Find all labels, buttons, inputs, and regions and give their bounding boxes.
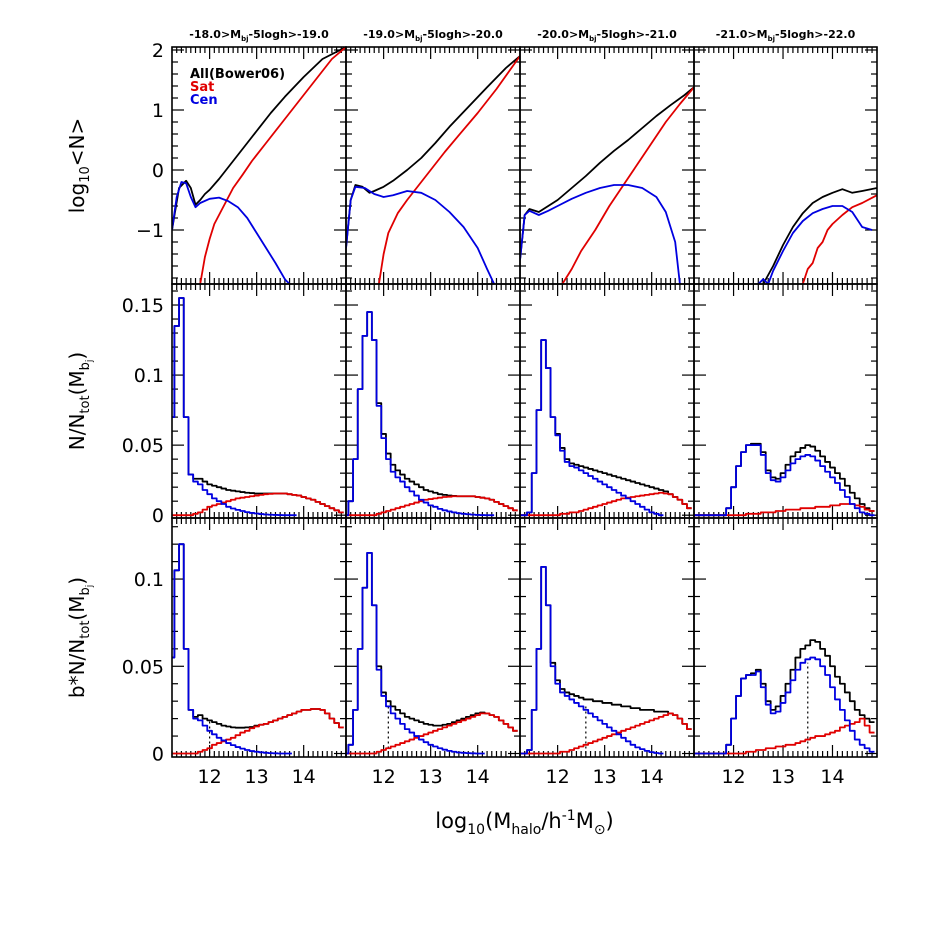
- x-tick-label: 14: [466, 766, 490, 788]
- series-cen-line: [346, 551, 485, 755]
- series-cen-line: [172, 297, 297, 517]
- panel-r2-c2: 12 13 14: [519, 517, 695, 788]
- series-sat-line: [172, 492, 344, 517]
- x-tick-label: 12: [721, 766, 745, 788]
- x-tick-label: 12: [198, 766, 222, 788]
- panel-frame: [519, 517, 695, 758]
- series-sat-line: [378, 55, 520, 284]
- x-tick-label: 14: [292, 766, 316, 788]
- panel-r1-c0: 0 0.05 0.1 0.15: [122, 283, 347, 527]
- x-tick-label: 14: [640, 766, 664, 788]
- panel-frame: [693, 46, 878, 285]
- column-title: -21.0>Mbj-5logh>-22.0: [716, 28, 856, 43]
- panel-r2-c0: 0 0.05 0.1 12 13 14: [122, 517, 347, 788]
- series-cen-line: [520, 565, 664, 755]
- panel-frame: [345, 46, 521, 285]
- series-all-line: [172, 47, 346, 231]
- row-y-labels: log10<N> N/Ntot(Mbj) b*N/Ntot(Mbj): [65, 118, 95, 698]
- x-tick-label: 13: [245, 766, 269, 788]
- panel-frame: [693, 283, 878, 519]
- column-title: -18.0>Mbj-5logh>-19.0: [189, 28, 329, 43]
- series-all-line: [694, 639, 875, 755]
- y-tick-label: 0.1: [134, 365, 164, 387]
- series-all-line: [520, 565, 692, 755]
- series-sat-line: [801, 194, 877, 284]
- y-axis-label: b*N/Ntot(Mbj): [65, 577, 95, 698]
- x-tick-label: 12: [546, 766, 570, 788]
- legend-entry: All(Bower06): [190, 67, 285, 82]
- series-sat-line: [346, 712, 518, 755]
- legend-entry: Sat: [190, 80, 214, 95]
- series-cen-line: [172, 181, 291, 284]
- panel-r2-c1: 12 13 14: [345, 517, 521, 788]
- series-cen-line: [346, 185, 495, 284]
- x-tick-label: 13: [593, 766, 617, 788]
- series-all-line: [172, 297, 344, 514]
- y-tick-label: 0: [152, 744, 164, 766]
- series-all-line: [172, 543, 344, 729]
- x-tick-label: 12: [372, 766, 396, 788]
- panel-r2-c3: 12 13 14: [693, 517, 878, 788]
- column-title: -19.0>Mbj-5logh>-20.0: [363, 28, 503, 43]
- series-cen-line: [694, 444, 875, 517]
- y-tick-label: −1: [136, 220, 164, 242]
- series-all-line: [520, 339, 692, 517]
- y-tick-label: 0: [152, 505, 164, 527]
- y-tick-label: 0.05: [122, 435, 164, 457]
- legend-entry: Cen: [190, 93, 218, 108]
- y-tick-label: 0.05: [122, 656, 164, 678]
- series-cen-line: [520, 339, 664, 517]
- y-tick-label: 0: [152, 160, 164, 182]
- panel-frame: [519, 46, 695, 285]
- series-sat-line: [346, 495, 518, 517]
- panel-frame: [519, 283, 695, 519]
- series-cen-line: [346, 311, 495, 517]
- series-sat-line: [520, 491, 692, 517]
- series-sat-line: [172, 708, 344, 755]
- series-cen-line: [172, 543, 292, 755]
- y-tick-label: 1: [152, 100, 164, 122]
- x-tick-label: 13: [419, 766, 443, 788]
- panel-r0-c1: [345, 46, 521, 285]
- y-tick-label: 2: [152, 40, 164, 62]
- series-all-line: [346, 311, 518, 517]
- series-cen-line: [694, 656, 875, 755]
- series-all-line: [762, 187, 877, 284]
- x-axis-label-text: log10(Mhalo/h-1M⊙): [435, 808, 614, 838]
- column-titles: -18.0>Mbj-5logh>-19.0 -19.0>Mbj-5logh>-20…: [189, 28, 855, 43]
- y-tick-label: 0.1: [134, 569, 164, 591]
- y-axis-label: log10<N>: [65, 118, 93, 214]
- x-axis-label: log10(Mhalo/h-1M⊙): [435, 808, 614, 838]
- panel-frame: [693, 517, 878, 758]
- series-all-line: [520, 86, 694, 261]
- panel-r1-c2: [519, 283, 695, 519]
- y-tick-label: 0.15: [122, 295, 164, 317]
- panel-r0-c3: [693, 46, 878, 285]
- y-axis-label: N/Ntot(Mbj): [65, 352, 95, 450]
- series-cen-line: [757, 205, 873, 284]
- x-tick-label: 14: [820, 766, 844, 788]
- series-all-line: [346, 55, 520, 249]
- panel-r0-c2: [519, 46, 695, 285]
- panel-r1-c3: [693, 283, 878, 519]
- column-title: -20.0>Mbj-5logh>-21.0: [537, 28, 677, 43]
- x-tick-label: 13: [771, 766, 795, 788]
- panel-r1-c1: [345, 283, 521, 519]
- series-sat-line: [199, 47, 346, 284]
- series-cen-line: [520, 184, 681, 284]
- series-all-line: [346, 551, 518, 755]
